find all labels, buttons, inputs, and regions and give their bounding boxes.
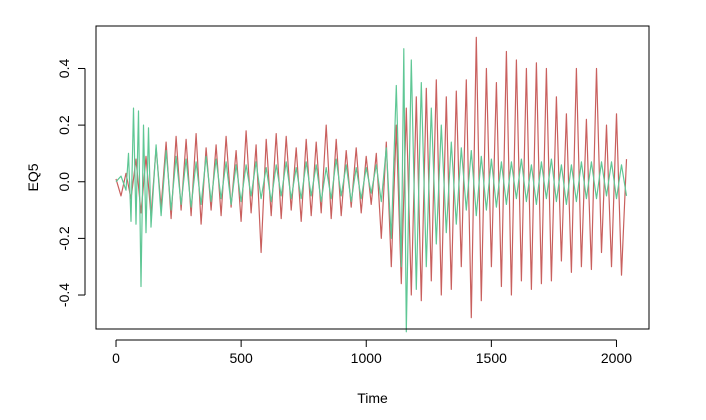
series-line-1 — [115, 36, 628, 319]
x-tick-label: 0 — [112, 350, 120, 366]
y-tick-label: 0.2 — [56, 115, 72, 135]
series-line-2 — [115, 48, 628, 333]
y-tick-label: -0.2 — [56, 226, 72, 250]
y-axis-label: EQ5 — [25, 163, 41, 191]
y-tick-label: 0.0 — [56, 172, 72, 192]
y-tick-label: -0.4 — [56, 283, 72, 307]
y-axis: -0.4 -0.2 0.0 0.2 0.4 — [56, 59, 86, 307]
y-tick-label: 0.4 — [56, 59, 72, 79]
x-tick-label: 2000 — [601, 350, 632, 366]
plot-frame — [95, 25, 650, 330]
x-axis: 0 500 1000 1500 2000 — [112, 339, 632, 366]
series-layer — [115, 36, 628, 333]
x-tick-label: 1000 — [351, 350, 382, 366]
x-axis-label: Time — [357, 390, 388, 406]
x-tick-label: 500 — [229, 350, 253, 366]
x-tick-label: 1500 — [476, 350, 507, 366]
